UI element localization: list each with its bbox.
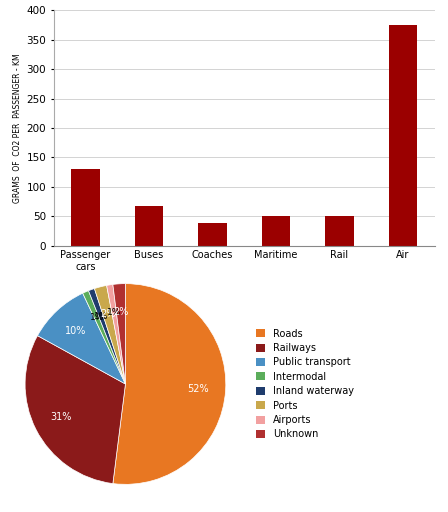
- Text: 1%: 1%: [107, 308, 121, 317]
- Bar: [389, 25, 417, 246]
- Wedge shape: [107, 285, 125, 384]
- Text: 10%: 10%: [65, 326, 86, 336]
- Bar: [198, 223, 227, 246]
- Wedge shape: [89, 289, 125, 384]
- Wedge shape: [25, 336, 125, 483]
- Wedge shape: [83, 291, 125, 384]
- Text: 1%: 1%: [90, 313, 104, 322]
- Text: 2%: 2%: [100, 309, 115, 319]
- Bar: [325, 216, 354, 246]
- Text: 2%: 2%: [113, 307, 129, 317]
- Wedge shape: [113, 284, 226, 484]
- Wedge shape: [95, 285, 125, 384]
- Text: 52%: 52%: [187, 383, 208, 394]
- Y-axis label: GRAMS  OF  CO2 PER  PASSENGER - KM: GRAMS OF CO2 PER PASSENGER - KM: [13, 53, 22, 203]
- Wedge shape: [113, 284, 125, 384]
- Bar: [134, 206, 163, 246]
- Legend: Roads, Railways, Public transport, Intermodal, Inland waterway, Ports, Airports,: Roads, Railways, Public transport, Inter…: [256, 329, 354, 439]
- Text: 1%: 1%: [94, 311, 108, 321]
- Bar: [71, 169, 99, 246]
- Bar: [262, 216, 290, 246]
- Wedge shape: [38, 293, 125, 384]
- Text: 31%: 31%: [50, 412, 72, 422]
